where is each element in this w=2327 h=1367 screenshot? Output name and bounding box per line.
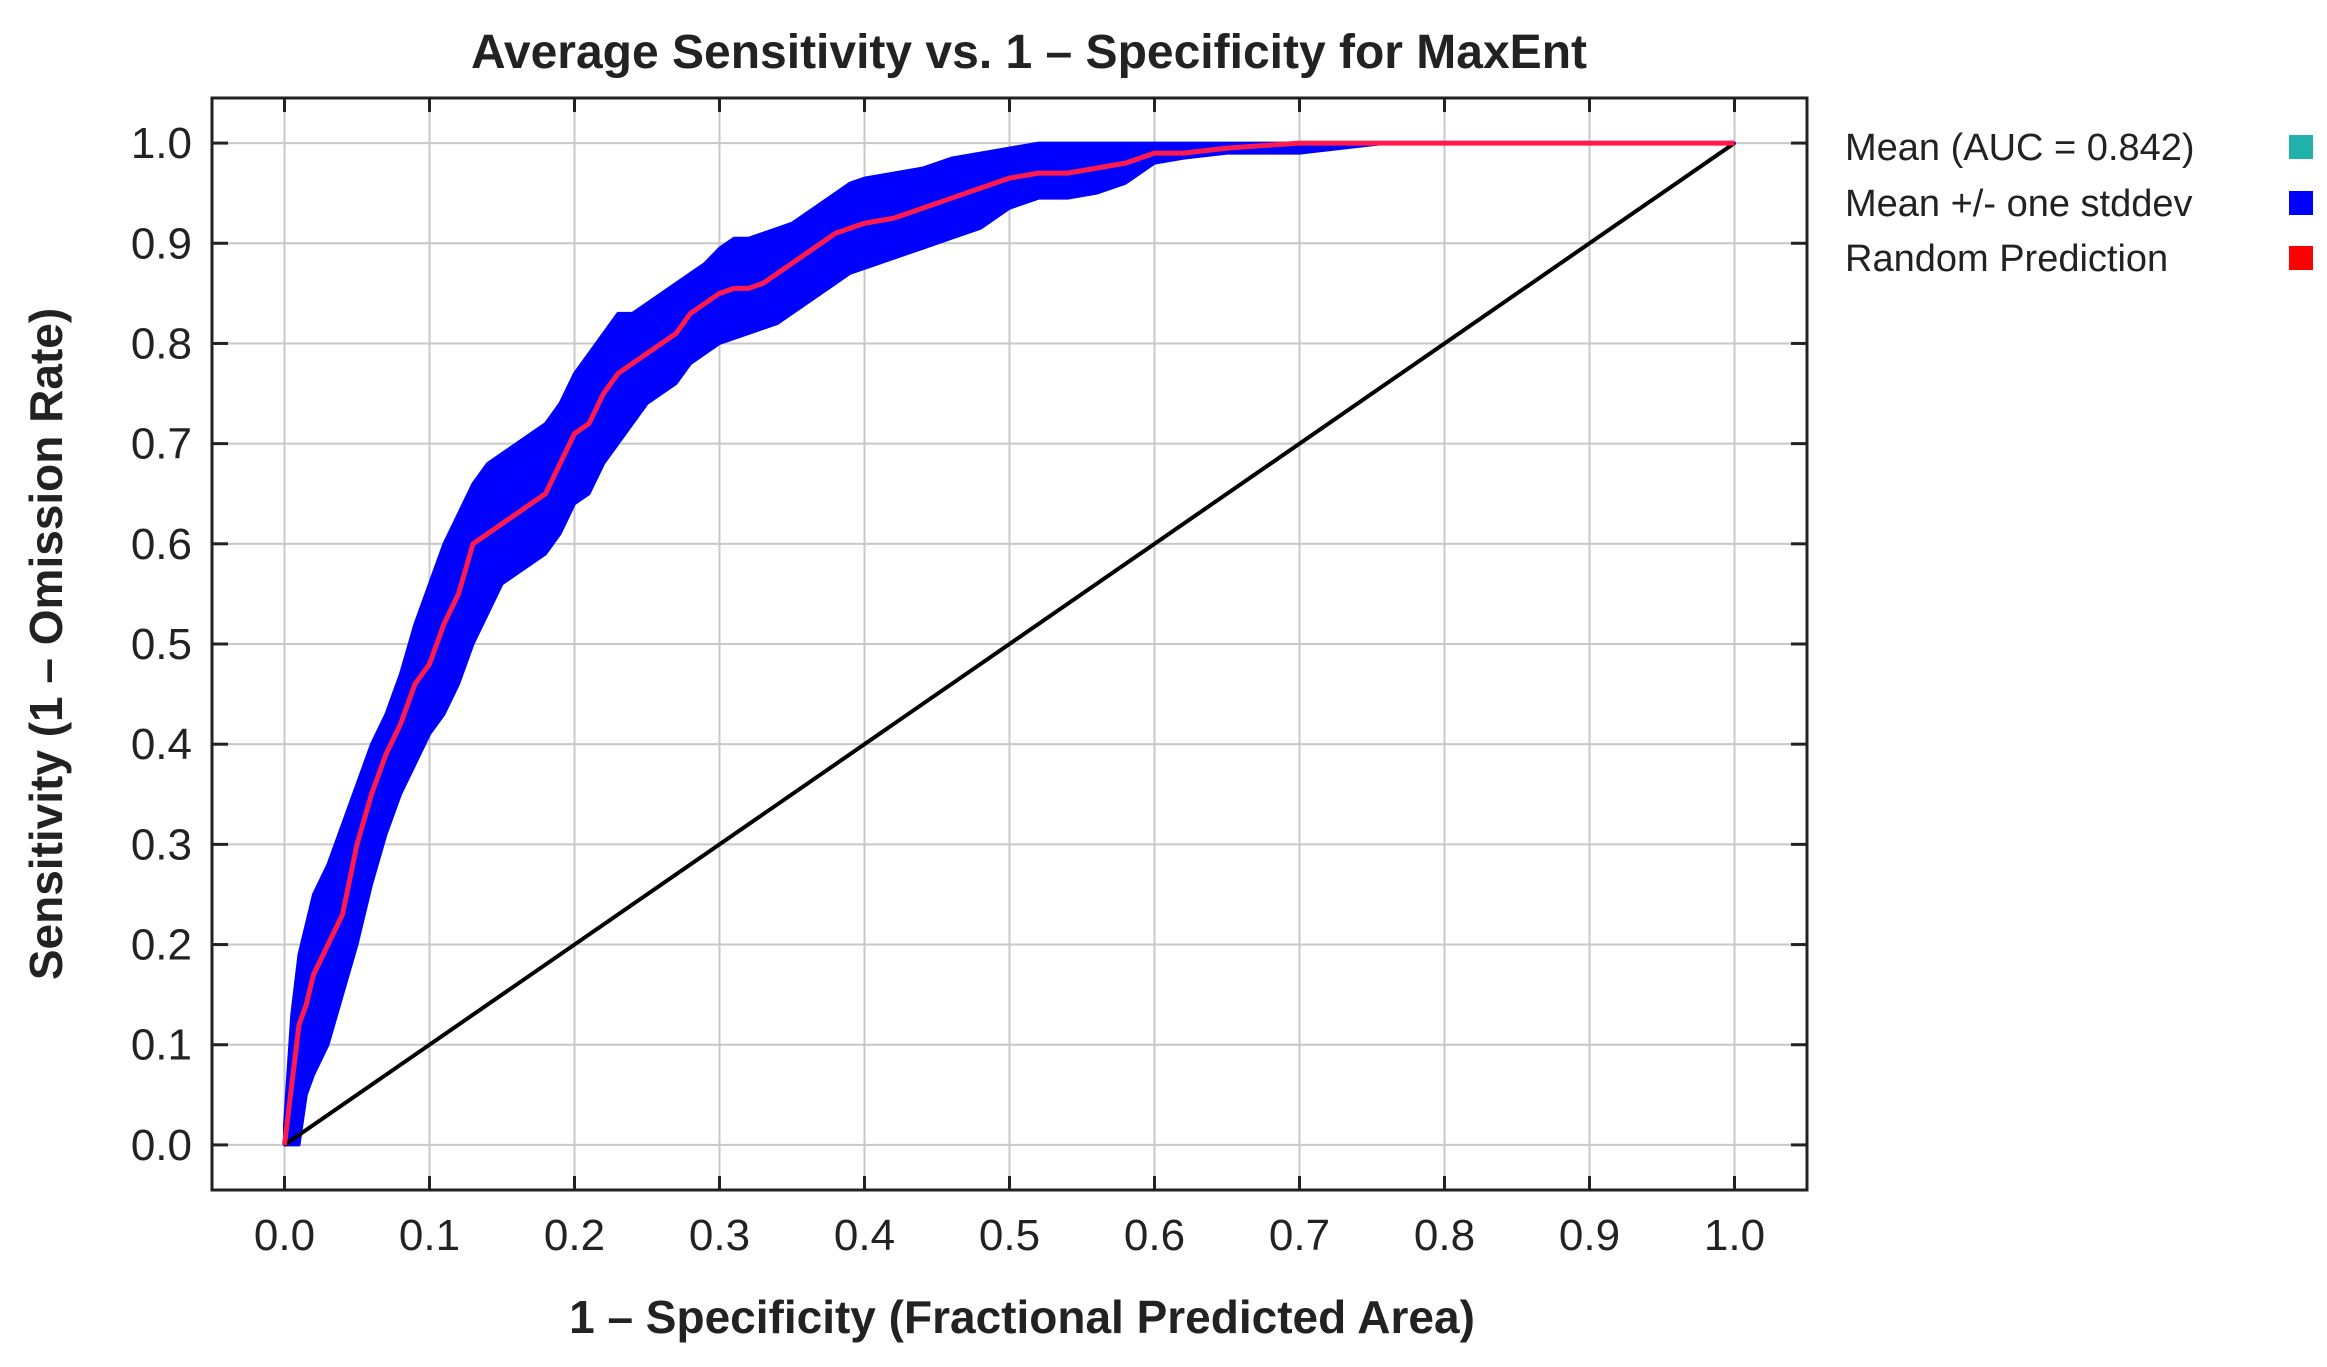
x-tick-label: 0.6 — [1124, 1211, 1185, 1260]
y-tick-label: 1.0 — [131, 119, 192, 168]
legend-entry-label: Random Prediction — [1845, 238, 2168, 280]
x-tick-label: 0.7 — [1269, 1211, 1330, 1260]
x-axis-label: 1 – Specificity (Fractional Predicted Ar… — [569, 1291, 1475, 1343]
x-tick-label: 0.2 — [544, 1211, 605, 1260]
x-tick-label: 0.9 — [1559, 1211, 1620, 1260]
y-axis-label: Sensitivity (1 – Omission Rate) — [20, 308, 72, 980]
y-tick-label: 0.8 — [131, 319, 192, 368]
legend-entry-label: Mean +/- one stddev — [1845, 183, 2193, 225]
y-tick-label: 0.5 — [131, 620, 192, 669]
x-tick-label: 0.8 — [1414, 1211, 1475, 1260]
y-tick-label: 0.0 — [131, 1121, 192, 1170]
legend-swatch — [2289, 246, 2313, 270]
x-tick-label: 0.3 — [689, 1211, 750, 1260]
y-tick-label: 0.4 — [131, 720, 192, 769]
legend-swatch — [2289, 191, 2313, 215]
y-tick-label: 0.2 — [131, 921, 192, 970]
legend: Mean (AUC = 0.842) Mean +/- one stddev Ran… — [1845, 127, 2313, 280]
y-tick-label: 0.7 — [131, 420, 192, 469]
x-tick-label: 0.1 — [399, 1211, 460, 1260]
series-lines — [282, 140, 1736, 1147]
x-tick-label: 1.0 — [1704, 1211, 1765, 1260]
axis-ticks: 0.0 0.1 0.2 0.3 0.4 0.5 0.6 0.7 0.8 0.9 1.0 0.0 0.1 0… — [131, 98, 1807, 1260]
y-tick-label: 0.6 — [131, 520, 192, 569]
x-tick-label: 0.4 — [834, 1211, 895, 1260]
mean-line — [282, 140, 1735, 1146]
y-tick-label: 0.9 — [131, 219, 192, 268]
legend-entry-label: Mean (AUC = 0.842) — [1845, 127, 2195, 169]
x-tick-label: 0.5 — [979, 1211, 1040, 1260]
legend-swatch — [2289, 135, 2313, 159]
chart-title: Average Sensitivity vs. 1 – Specificity … — [471, 26, 1587, 79]
x-tick-label: 0.0 — [254, 1211, 315, 1260]
y-tick-label: 0.1 — [131, 1021, 192, 1070]
random-prediction-line — [283, 141, 1736, 1147]
y-tick-label: 0.3 — [131, 820, 192, 869]
